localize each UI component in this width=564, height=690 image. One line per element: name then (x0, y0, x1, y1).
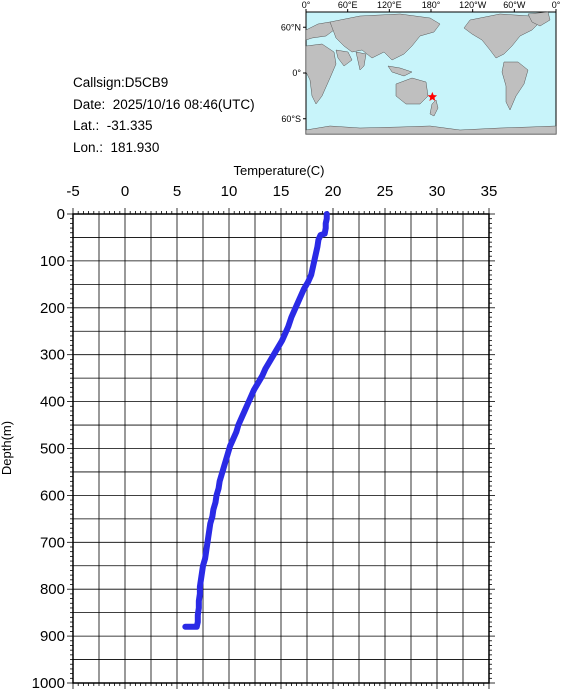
chart-grid (72, 213, 490, 684)
y-tick-label: 200 (40, 300, 65, 317)
y-tick-label: 300 (40, 347, 65, 364)
float-position-marker (427, 91, 438, 101)
map-lat-tick-label: 60°S (281, 114, 301, 124)
arabia-land (335, 49, 353, 67)
y-tick-label: 800 (40, 581, 65, 598)
y-tick-label: 400 (40, 394, 65, 411)
y-tick-label: 700 (40, 534, 65, 551)
float-star-marker (427, 91, 438, 101)
longitude-label: Lon.: 181.930 (73, 139, 160, 155)
y-tick-labels: 0 100 200 300 400 500 600 700 800 900 1000 (32, 206, 65, 690)
australia-land (395, 77, 429, 105)
new-zealand-land (429, 99, 439, 117)
date-label: Date: 2025/10/16 08:46(UTC) (73, 96, 255, 112)
callsign-label: Callsign:D5CB9 (73, 75, 169, 90)
temperature-series (182, 211, 330, 630)
x-tick-label: 35 (481, 183, 498, 200)
x-tick-label: 10 (221, 183, 238, 200)
y-tick-label: 500 (40, 441, 65, 458)
x-tick-label: 0 (121, 183, 129, 200)
y-axis-label: Depth(m) (0, 421, 14, 475)
x-tick-label: 30 (429, 183, 446, 200)
map-lat-tick-label: 60°N (281, 22, 301, 32)
y-tick-label: 0 (57, 206, 65, 223)
map-lat-tick-label: 0° (292, 68, 301, 78)
greenland-land (527, 11, 551, 27)
europe-land (305, 21, 335, 41)
x-tick-label: 20 (325, 183, 342, 200)
map-lon-tick-label: 0° (302, 0, 311, 10)
x-tick-labels: -5 0 5 10 15 20 25 30 35 (66, 183, 497, 200)
asia-land (329, 13, 441, 61)
map-lon-tick-label: 180° (422, 0, 441, 10)
temperature-profile-line (182, 211, 330, 630)
y-tick-label: 100 (40, 253, 65, 270)
plot-frame (72, 213, 490, 684)
y-tick-label: 900 (40, 628, 65, 645)
map-lon-tick-label: 120°E (377, 0, 402, 10)
latitude-label: Lat.: -31.335 (73, 118, 153, 133)
map-lon-tick-label: 60°W (503, 0, 526, 10)
map-longitude-ticks: 0° 60°E 120°E 180° 120°W 60°W 0° (302, 0, 561, 12)
india-land (355, 51, 367, 71)
x-tick-label: 5 (173, 183, 181, 200)
x-tick-label: -5 (66, 183, 79, 200)
map-lon-tick-label: 0° (552, 0, 561, 10)
float-info-panel: Callsign:D5CB9 Date: 2025/10/16 08:46(UT… (73, 72, 255, 158)
se-asia-islands (387, 65, 413, 77)
map-latitude-ticks: 60°N 0° 60°S (281, 22, 306, 124)
antarctica-land (305, 125, 557, 135)
map-landmasses (305, 11, 557, 135)
africa-land (305, 43, 337, 105)
x-axis-label: Temperature(C) (233, 163, 324, 178)
map-lon-tick-label: 120°W (459, 0, 487, 10)
y-tick-label: 600 (40, 487, 65, 504)
x-tick-label: 15 (273, 183, 290, 200)
south-america-land (501, 61, 529, 111)
y-tick-label: 1000 (32, 675, 65, 690)
map-lon-tick-label: 60°E (338, 0, 358, 10)
x-tick-label: 25 (377, 183, 394, 200)
